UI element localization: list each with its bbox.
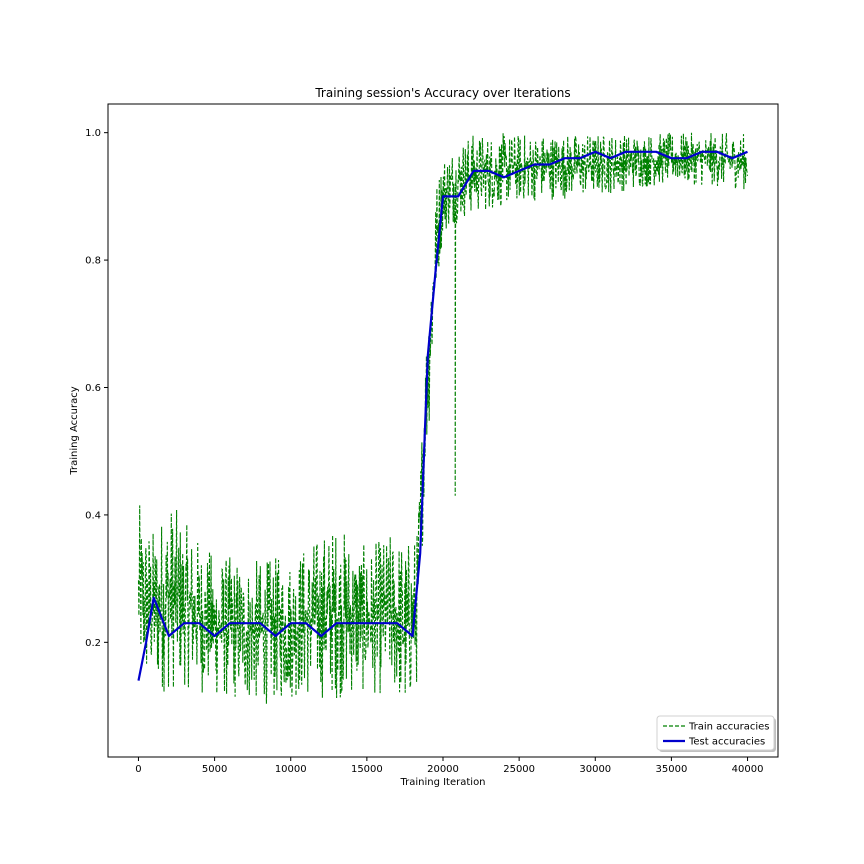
x-tick-label: 25000 [503, 764, 535, 775]
legend: Train accuracies Test accuracies [656, 715, 776, 752]
chart-title: Training session's Accuracy over Iterati… [314, 86, 570, 100]
x-axis-title: Training Iteration [399, 777, 485, 788]
x-tick-label: 20000 [427, 764, 459, 775]
x-tick-label: 15000 [351, 764, 383, 775]
y-tick-label: 1.0 [85, 128, 101, 139]
x-tick-label: 40000 [732, 764, 764, 775]
plot-area [137, 132, 749, 704]
x-tick-label: 5000 [202, 764, 227, 775]
y-tick-label: 0.6 [85, 383, 101, 394]
y-tick-label: 0.4 [85, 510, 101, 521]
x-tick-label: 35000 [656, 764, 688, 775]
axes: 0 5000 10000 15000 20000 25000 30000 35000 40000… [85, 103, 779, 775]
legend-box [656, 715, 775, 751]
legend-label-train: Train accuracies [688, 722, 770, 733]
x-tick-label: 30000 [579, 764, 611, 775]
y-axis-title: Training Accuracy [69, 386, 80, 475]
y-tick-label: 0.8 [85, 256, 101, 267]
x-tick-label: 0 [135, 764, 141, 775]
train-accuracies-line [137, 132, 749, 704]
test-accuracies-line [137, 150, 748, 681]
x-tick-label: 10000 [275, 764, 307, 775]
legend-label-test: Test accuracies [688, 737, 765, 748]
y-tick-label: 0.2 [85, 638, 101, 649]
